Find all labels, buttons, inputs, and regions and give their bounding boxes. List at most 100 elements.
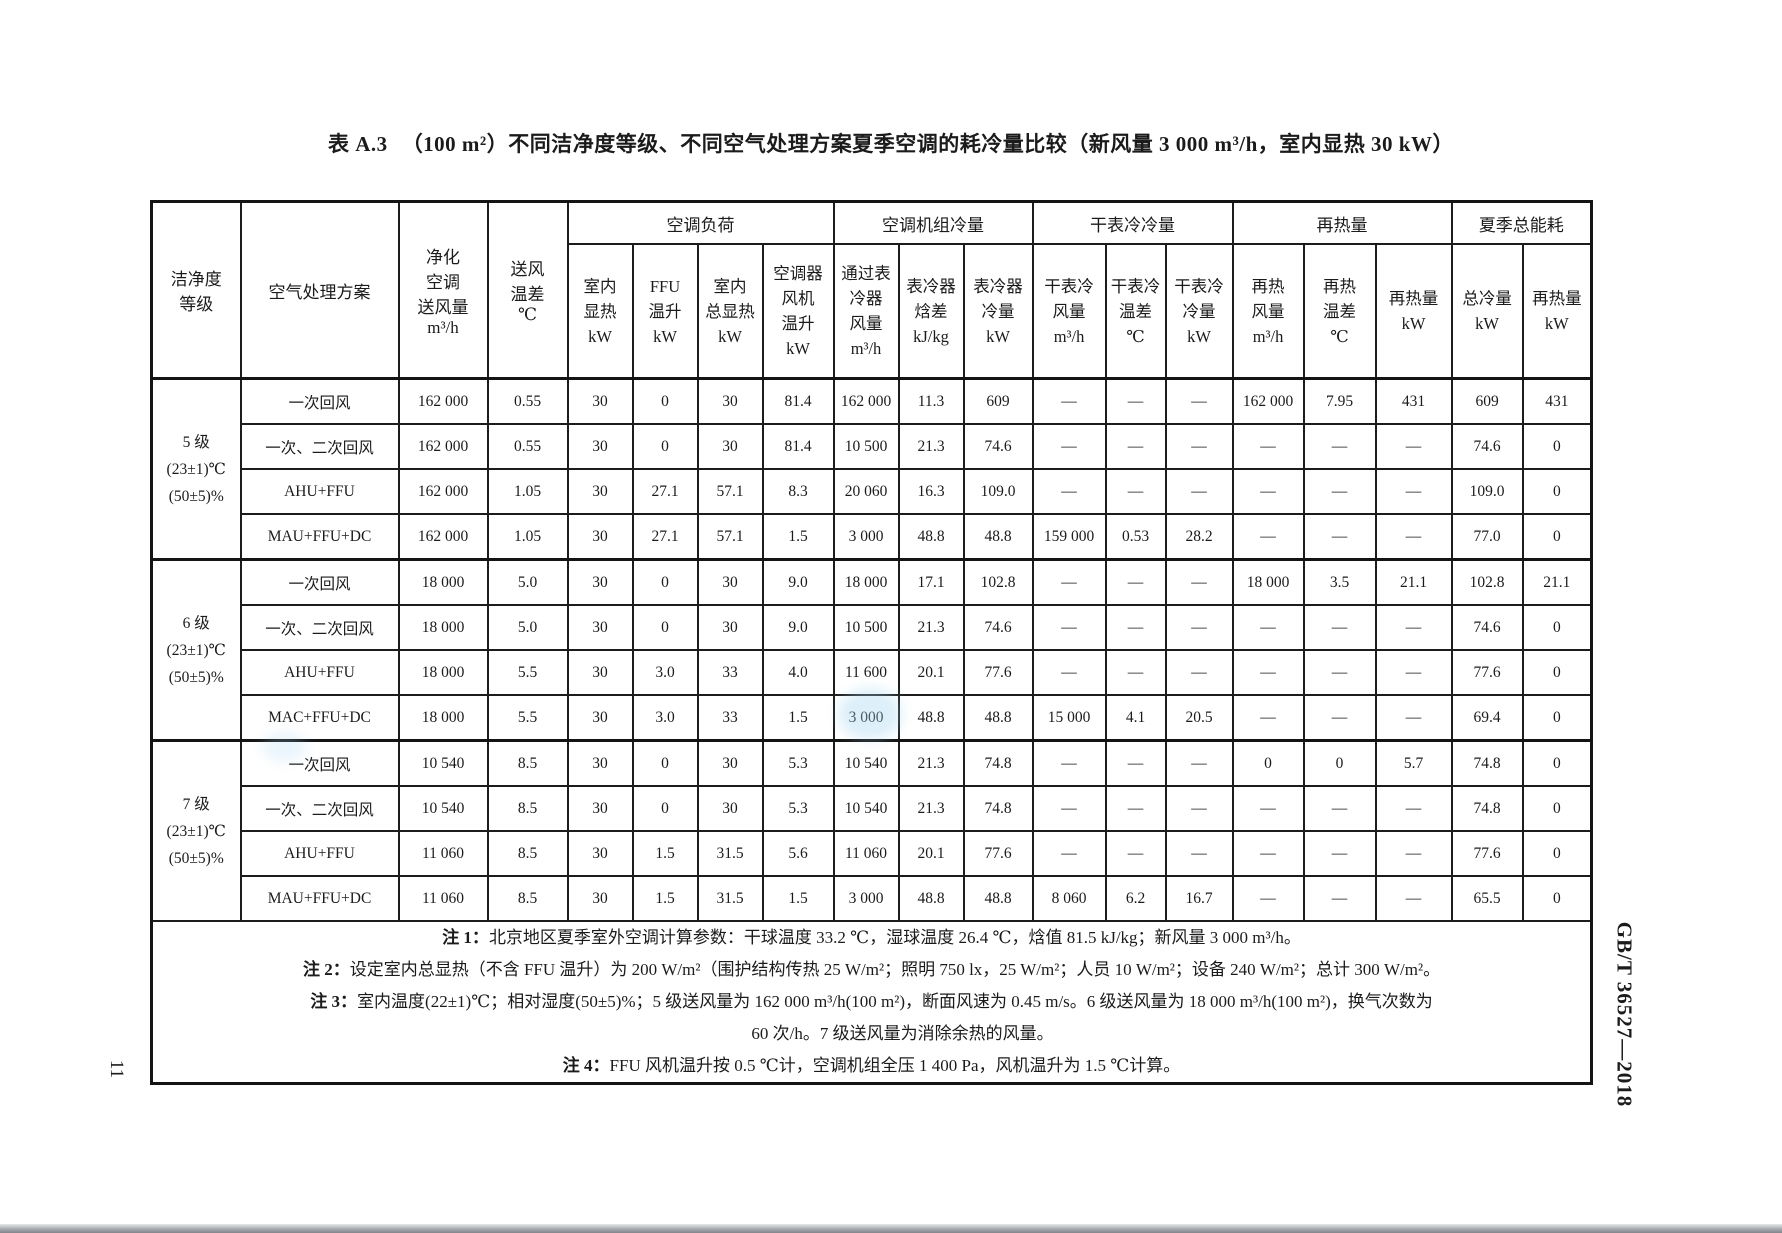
value-cell: 0 [631,558,699,606]
value-cell: 1.5 [761,513,835,561]
value-cell: 48.8 [897,875,965,922]
header-leaf-col: 总冷量 kW [1450,243,1524,380]
header-line: 冷器 [849,289,883,308]
value-cell: 30 [696,739,764,787]
note-label: 注 1： [442,928,489,947]
header-line: ℃ [1126,326,1145,346]
header-group: 干表冷冷量 [1031,200,1234,245]
grade-line: (50±5)% [168,849,224,867]
value-cell: 5.5 [486,649,569,696]
value-cell: 21.1 [1521,558,1593,606]
grade-line: 6 级 [182,614,210,632]
scheme-cell: 一次、二次回风 [239,785,400,832]
header-line: 总冷量 [1462,289,1512,308]
value-cell: 0 [631,377,699,425]
header-line: 干表冷 [1110,276,1161,296]
value-cell: 30 [696,423,764,470]
value-cell: 74.8 [962,739,1034,787]
value-cell: — [1374,423,1453,470]
value-cell: — [1374,694,1453,742]
grade-line: (50±5)% [168,487,224,505]
value-cell: 30 [566,785,634,832]
value-cell: 30 [566,377,634,425]
value-cell: 5.0 [486,558,569,606]
value-cell: 18 000 [397,694,489,742]
header-fixed-col-2: 净化 空调 送风量 m³/h [397,200,489,380]
value-cell: 8.5 [486,785,569,832]
header-line: kW [1475,314,1499,333]
value-cell: — [1302,694,1377,742]
value-cell: 0.53 [1104,513,1167,561]
table-header-leaf-row: 室内 显热 kW FFU 温升 kW 室内 总显热 kW 空调器 风机 温升 kW 通过表 冷器 风量 m³/h… [152,243,1593,380]
header-line: 送风量 [417,297,469,317]
value-cell: 5.7 [1374,739,1453,787]
value-cell: 30 [696,604,764,651]
value-cell: 30 [566,739,634,787]
value-cell: — [1104,423,1167,470]
value-cell: 0 [631,739,699,787]
value-cell: 11 600 [832,649,900,696]
header-line: kW [588,326,612,346]
value-cell: — [1164,377,1234,425]
page-title: 表 A.3 （100 m²）不同洁净度等级、不同空气处理方案夏季空调的耗冷量比较（… [0,128,1782,158]
header-line: 温差 [1119,301,1153,321]
header-line: 风量 [849,314,883,333]
value-cell: 74.8 [962,785,1034,832]
header-leaf-col: 表冷器 冷量 kW [962,243,1034,380]
value-cell: — [1231,423,1305,470]
value-cell: 57.1 [696,468,764,515]
value-cell: 30 [566,513,634,561]
table-row: 7 级 (23±1)℃ (50±5)% 一次回风 10 540 8.5 30 0 30 5.3 10… [150,739,1593,922]
value-cell: — [1031,423,1107,470]
value-cell: 8 060 [1031,875,1107,922]
grade-line: (23±1)℃ [166,641,226,659]
header-line: 等级 [179,295,214,314]
value-cell: 77.6 [1450,830,1524,877]
header-line: 再热 [1323,276,1357,296]
header-line: 风机 [781,289,815,308]
value-cell: 65.5 [1450,875,1524,922]
value-cell: 159 000 [1031,513,1107,561]
header-line: 干表冷 [1044,276,1094,296]
notes-cell: 注 1：北京地区夏季室外空调计算参数：干球温度 33.2 ℃，湿球温度 26.4… [150,920,1593,1085]
header-line: 风量 [1052,301,1086,321]
header-line: 表冷器 [973,276,1023,296]
header-line: kW [786,339,810,358]
header-line: 再热 [1251,276,1285,296]
value-cell: 69.4 [1450,694,1524,742]
table-row: 一次、二次回风 10 540 8.5 30 0 30 5.3 10 540 21.3 74.8— —… [152,785,1593,832]
value-cell: 77.6 [962,649,1034,696]
scheme-cell: 一次回风 [239,377,400,425]
value-cell: 48.8 [962,513,1034,561]
value-cell: 21.3 [897,423,965,470]
header-group: 空调机组冷量 [832,200,1034,245]
page-edge-shadow [0,1224,1782,1233]
header-leaf-col: 干表冷温差 ℃ [1104,243,1167,380]
value-cell: 0 [1521,694,1593,742]
value-cell: — [1231,694,1305,742]
notes-row: 注 1：北京地区夏季室外空调计算参数：干球温度 33.2 ℃，湿球温度 26.4… [150,920,1593,1085]
value-cell: 109.0 [962,468,1034,515]
value-cell: 77.6 [962,830,1034,877]
value-cell: 10 540 [397,785,489,832]
value-cell: 18 000 [397,649,489,696]
table-row: MAU+FFU+DC 11 060 8.5 30 1.5 31.5 1.5 3 000 48.8… [152,875,1593,922]
table-row: 6 级 (23±1)℃ (50±5)% 一次回风 18 000 5.0 30 0 30 9.0 18… [150,558,1593,742]
value-cell: 10 540 [832,739,900,787]
value-cell: — [1374,875,1453,922]
value-cell: 0 [1302,739,1377,787]
value-cell: 74.6 [962,604,1034,651]
grade-line: (23±1)℃ [166,460,226,478]
value-cell: 6.2 [1104,875,1167,922]
grade-cell: 5 级 (23±1)℃ (50±5)% [150,377,242,561]
value-cell: — [1231,830,1305,877]
value-cell: 20 060 [832,468,900,515]
value-cell: 77.0 [1450,513,1524,561]
value-cell: 0 [631,423,699,470]
value-cell: 81.4 [761,377,835,425]
note-label: 注 2： [302,960,350,979]
value-cell: 30 [696,558,764,606]
value-cell: — [1031,785,1107,832]
value-cell: — [1302,513,1377,561]
value-cell: 162 000 [397,513,489,561]
